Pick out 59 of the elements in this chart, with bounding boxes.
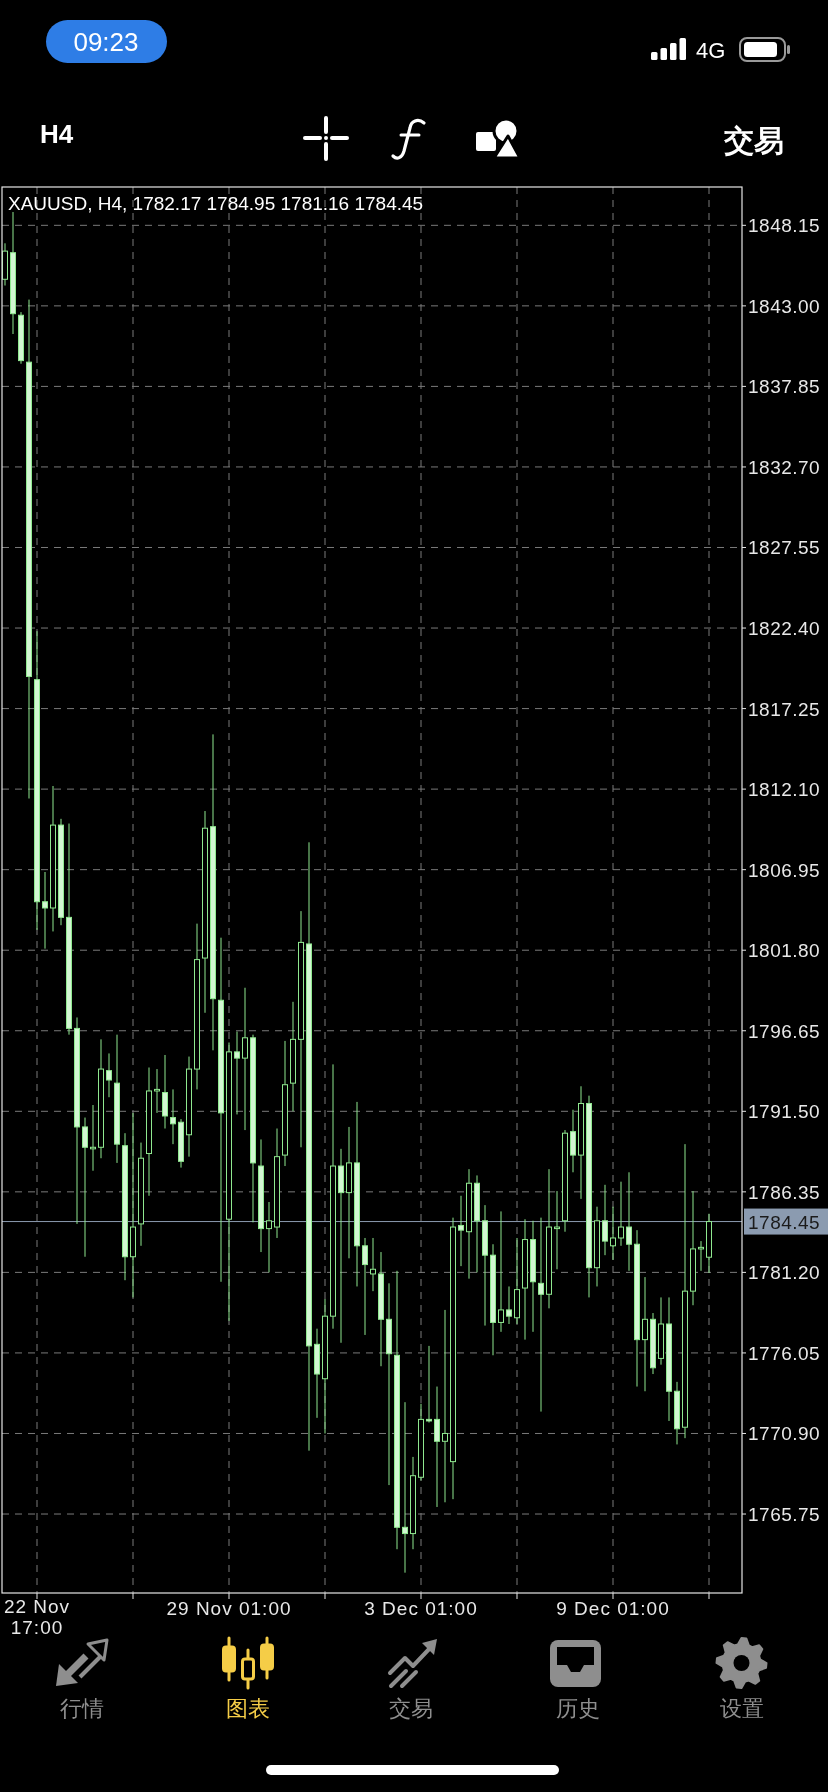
candlestick xyxy=(426,1345,432,1424)
ref-line-label: 1784.45 xyxy=(748,1211,821,1233)
y-tick-label: 1848.15 xyxy=(748,214,821,236)
y-tick-label: 1843.00 xyxy=(748,295,821,317)
text: 历史 xyxy=(556,1695,600,1721)
y-tick-label: 1822.40 xyxy=(748,617,821,639)
candlestick xyxy=(618,1181,624,1247)
text: H4 xyxy=(40,119,74,149)
candlestick xyxy=(626,1171,632,1272)
x-tick-label: 22 Nov 17:00 xyxy=(3,1595,71,1638)
y-tick-label: 1776.05 xyxy=(748,1342,821,1364)
text: 设置 xyxy=(720,1695,764,1721)
candlestick xyxy=(442,1309,448,1503)
candlestick xyxy=(154,1068,160,1114)
candlestick xyxy=(506,1285,512,1325)
x-tick-label: 3 Dec 01:00 xyxy=(364,1597,478,1619)
text: 4G xyxy=(696,37,726,63)
y-tick-label: 1827.55 xyxy=(748,536,821,558)
y-tick-label: 1801.80 xyxy=(748,939,821,961)
candlestick xyxy=(170,1088,176,1145)
candlestick xyxy=(554,1190,560,1270)
text: 09:23 xyxy=(73,27,139,57)
candlestick xyxy=(570,1109,576,1173)
candlestick xyxy=(610,1206,616,1261)
candlestick xyxy=(458,1195,464,1267)
candlestick xyxy=(434,1386,440,1508)
x-tick-label: 9 Dec 01:00 xyxy=(556,1597,670,1619)
candlestick xyxy=(538,1217,544,1413)
y-tick-label: 1837.85 xyxy=(748,375,821,397)
y-tick-label: 1770.90 xyxy=(748,1422,821,1444)
y-tick-label: 1832.70 xyxy=(748,456,821,478)
y-tick-label: 1817.25 xyxy=(748,698,821,720)
candlestick xyxy=(370,1237,376,1292)
candlestick xyxy=(106,1052,112,1098)
y-tick-label: 1786.35 xyxy=(748,1181,821,1203)
y-tick-label: 1781.20 xyxy=(748,1261,821,1283)
candlestick xyxy=(162,1054,168,1129)
x-tick-label: 29 Nov 01:00 xyxy=(166,1597,292,1619)
y-tick-label: 1791.50 xyxy=(748,1100,821,1122)
y-tick-label: 1812.10 xyxy=(748,778,821,800)
candlestick xyxy=(642,1276,648,1392)
candlestick xyxy=(362,1237,368,1336)
y-tick-label: 1796.65 xyxy=(748,1020,821,1042)
candlestick xyxy=(82,1117,88,1258)
candlestick xyxy=(602,1184,608,1256)
text: 交易 xyxy=(723,123,784,157)
text: 图表 xyxy=(226,1695,270,1721)
candlestick xyxy=(42,871,48,950)
text: 行情 xyxy=(60,1695,104,1721)
candlestick xyxy=(242,987,248,1131)
candlestick xyxy=(498,1210,504,1333)
y-tick-label: 1765.75 xyxy=(748,1503,821,1525)
text: 交易 xyxy=(389,1695,433,1721)
candlestick xyxy=(402,1401,408,1574)
y-tick-label: 1806.95 xyxy=(748,859,821,881)
chart-title: XAUUSD, H4, 1782.17 1784.95 1781.16 1784.45 xyxy=(8,192,424,214)
candlestick xyxy=(234,1031,240,1115)
candlestick xyxy=(698,1240,704,1272)
candlestick xyxy=(266,1201,272,1273)
